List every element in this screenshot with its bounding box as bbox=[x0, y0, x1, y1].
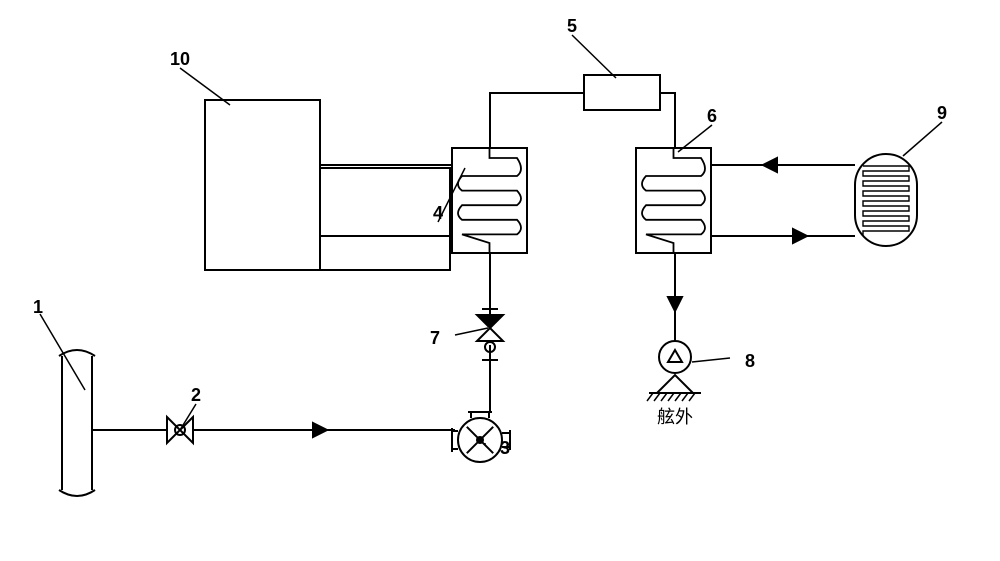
process-diagram: 1 2 3 4 5 6 7 8 9 10 舷外 bbox=[0, 0, 1000, 561]
callout-1: 1 bbox=[33, 297, 85, 390]
edge bbox=[711, 229, 855, 243]
callout-9: 9 bbox=[903, 103, 947, 156]
edge bbox=[197, 423, 455, 437]
svg-text:5: 5 bbox=[567, 16, 577, 36]
edge bbox=[660, 93, 675, 148]
edge bbox=[668, 253, 682, 340]
node-hx_6 bbox=[636, 148, 711, 253]
node-hx_4 bbox=[452, 148, 527, 253]
svg-text:10: 10 bbox=[170, 49, 190, 69]
node-device_5 bbox=[584, 75, 660, 110]
label-outboard: 舷外 bbox=[657, 407, 693, 427]
svg-text:6: 6 bbox=[707, 106, 717, 126]
edge bbox=[711, 158, 855, 172]
svg-text:1: 1 bbox=[33, 297, 43, 317]
svg-text:2: 2 bbox=[191, 385, 201, 405]
svg-text:舷外: 舷外 bbox=[657, 407, 693, 427]
svg-text:8: 8 bbox=[745, 351, 755, 371]
node-pipe_main bbox=[59, 350, 95, 496]
callout-5: 5 bbox=[567, 16, 616, 78]
edge bbox=[490, 93, 584, 148]
node-valve_7 bbox=[477, 309, 503, 360]
node-coil_9 bbox=[855, 154, 917, 246]
svg-text:9: 9 bbox=[937, 103, 947, 123]
svg-text:4: 4 bbox=[433, 203, 443, 223]
callout-10: 10 bbox=[170, 49, 230, 105]
callout-4: 4 bbox=[433, 168, 465, 223]
svg-text:3: 3 bbox=[500, 438, 510, 458]
callout-2: 2 bbox=[180, 385, 201, 430]
node-pump_8 bbox=[647, 339, 701, 401]
node-engine_10 bbox=[205, 100, 450, 270]
callout-6: 6 bbox=[678, 106, 717, 152]
callout-8: 8 bbox=[692, 351, 755, 371]
svg-text:7: 7 bbox=[430, 328, 440, 348]
